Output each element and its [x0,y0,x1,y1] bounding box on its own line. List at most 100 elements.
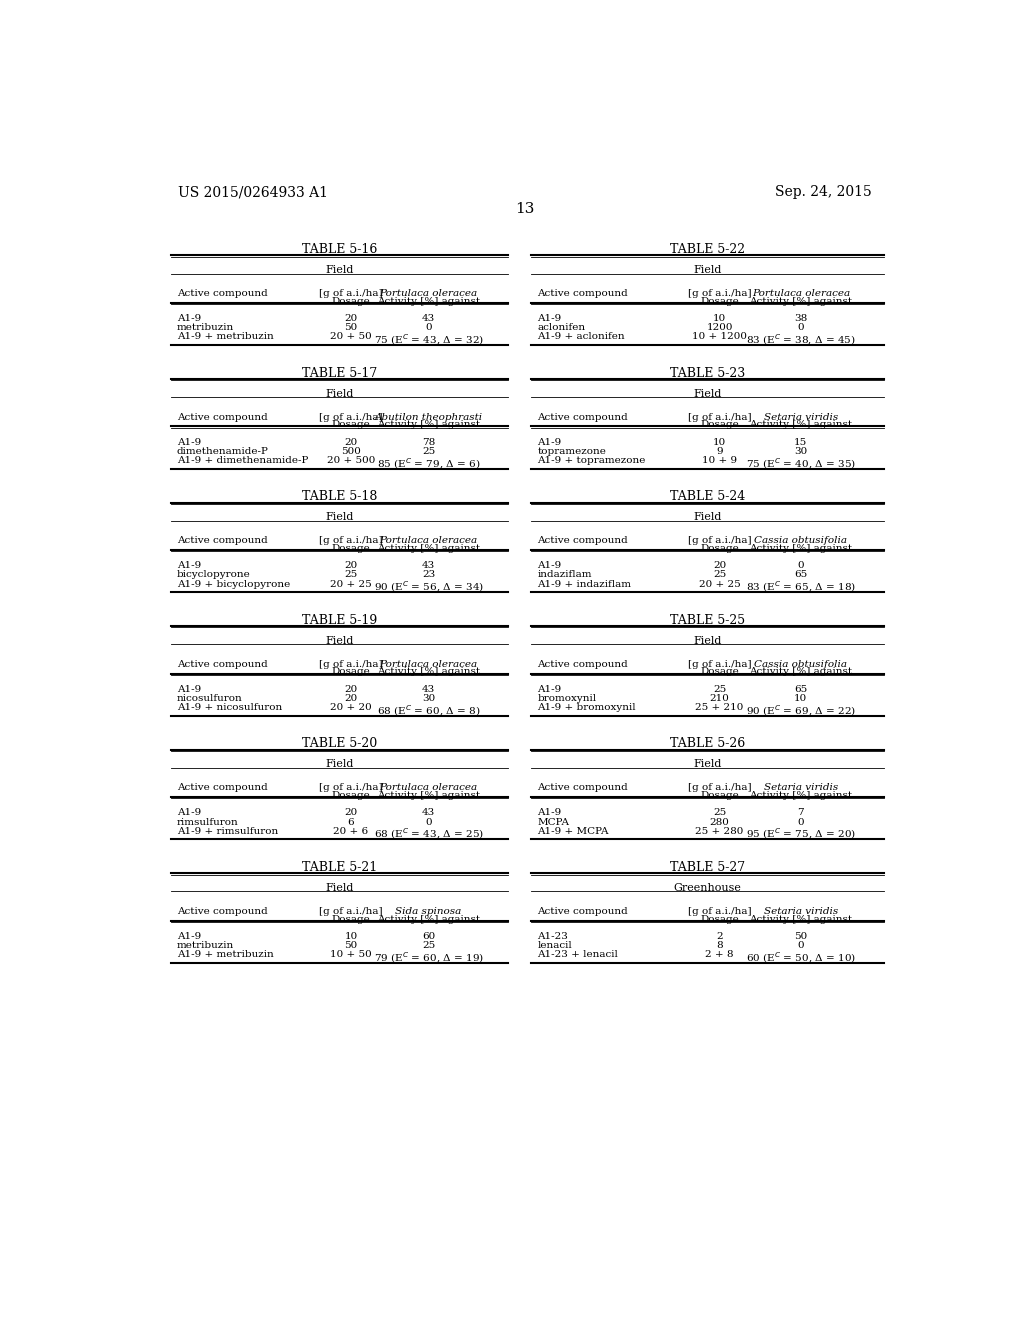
Text: 23: 23 [422,570,435,579]
Text: 43: 43 [422,314,435,323]
Text: 0: 0 [425,817,432,826]
Text: rimsulfuron: rimsulfuron [177,817,239,826]
Text: Activity [%] against: Activity [%] against [750,791,852,800]
Text: 20: 20 [344,561,357,570]
Text: Active compound: Active compound [177,783,267,792]
Text: Setaria viridis: Setaria viridis [764,412,838,421]
Text: Setaria viridis: Setaria viridis [764,907,838,916]
Text: 7: 7 [798,808,804,817]
Text: [g of a.i./ha]: [g of a.i./ha] [319,412,383,421]
Text: bromoxynil: bromoxynil [538,694,596,704]
Text: TABLE 5-26: TABLE 5-26 [670,738,744,751]
Text: A1-23: A1-23 [538,932,568,941]
Text: Portulaca oleracea: Portulaca oleracea [380,660,477,669]
Text: 65: 65 [795,570,807,579]
Text: TABLE 5-17: TABLE 5-17 [301,367,377,380]
Text: A1-9 + bromoxynil: A1-9 + bromoxynil [538,704,636,713]
Text: 60: 60 [422,932,435,941]
Text: 20 + 50: 20 + 50 [330,333,372,342]
Text: metribuzin: metribuzin [177,323,234,333]
Text: 0: 0 [798,561,804,570]
Text: Activity [%] against: Activity [%] against [377,544,480,553]
Text: Dosage: Dosage [332,791,371,800]
Text: [g of a.i./ha]: [g of a.i./ha] [688,289,752,298]
Text: 2: 2 [717,932,723,941]
Text: 75 (E$^C$ = 43, Δ = 32): 75 (E$^C$ = 43, Δ = 32) [374,333,483,347]
Text: 9: 9 [717,446,723,455]
Text: 10 + 1200: 10 + 1200 [692,333,748,342]
Text: 79 (E$^C$ = 60, Δ = 19): 79 (E$^C$ = 60, Δ = 19) [374,950,483,965]
Text: MCPA: MCPA [538,817,569,826]
Text: TABLE 5-21: TABLE 5-21 [301,861,377,874]
Text: 10 + 50: 10 + 50 [330,950,372,960]
Text: Sep. 24, 2015: Sep. 24, 2015 [775,185,872,199]
Text: 30: 30 [795,446,807,455]
Text: 10: 10 [713,314,726,323]
Text: 68 (E$^C$ = 43, Δ = 25): 68 (E$^C$ = 43, Δ = 25) [374,826,483,841]
Text: 50: 50 [795,932,807,941]
Text: Active compound: Active compound [538,783,628,792]
Text: A1-9: A1-9 [538,561,561,570]
Text: 75 (E$^C$ = 40, Δ = 35): 75 (E$^C$ = 40, Δ = 35) [745,455,856,471]
Text: 20 + 25: 20 + 25 [698,579,740,589]
Text: Active compound: Active compound [538,660,628,669]
Text: Active compound: Active compound [538,412,628,421]
Text: 20: 20 [344,314,357,323]
Text: 60 (E$^C$ = 50, Δ = 10): 60 (E$^C$ = 50, Δ = 10) [745,950,856,965]
Text: 25: 25 [422,446,435,455]
Text: 8: 8 [717,941,723,950]
Text: 38: 38 [795,314,807,323]
Text: Cassia obtusifolia: Cassia obtusifolia [755,660,847,669]
Text: Active compound: Active compound [177,289,267,298]
Text: TABLE 5-27: TABLE 5-27 [670,861,744,874]
Text: 78: 78 [422,437,435,446]
Text: 20: 20 [344,808,357,817]
Text: [g of a.i./ha]: [g of a.i./ha] [688,536,752,545]
Text: Active compound: Active compound [538,536,628,545]
Text: A1-23 + lenacil: A1-23 + lenacil [538,950,618,960]
Text: TABLE 5-22: TABLE 5-22 [670,243,744,256]
Text: 20 + 6: 20 + 6 [334,826,369,836]
Text: 10: 10 [713,437,726,446]
Text: 25: 25 [422,941,435,950]
Text: 0: 0 [798,817,804,826]
Text: 20 + 25: 20 + 25 [330,579,372,589]
Text: 90 (E$^C$ = 69, Δ = 22): 90 (E$^C$ = 69, Δ = 22) [745,704,856,718]
Text: 20: 20 [344,437,357,446]
Text: 43: 43 [422,561,435,570]
Text: 25 + 280: 25 + 280 [695,826,743,836]
Text: Activity [%] against: Activity [%] against [377,668,480,676]
Text: 30: 30 [422,694,435,704]
Text: Setaria viridis: Setaria viridis [764,783,838,792]
Text: 15: 15 [795,437,807,446]
Text: nicosulfuron: nicosulfuron [177,694,243,704]
Text: aclonifen: aclonifen [538,323,586,333]
Text: Dosage: Dosage [332,668,371,676]
Text: 500: 500 [341,446,360,455]
Text: Dosage: Dosage [700,791,739,800]
Text: Portulaca oleracea: Portulaca oleracea [380,783,477,792]
Text: A1-9 + rimsulfuron: A1-9 + rimsulfuron [177,826,279,836]
Text: TABLE 5-16: TABLE 5-16 [301,243,377,256]
Text: topramezone: topramezone [538,446,606,455]
Text: Active compound: Active compound [538,289,628,298]
Text: lenacil: lenacil [538,941,572,950]
Text: 65: 65 [795,685,807,694]
Text: 20: 20 [344,685,357,694]
Text: Active compound: Active compound [177,660,267,669]
Text: Active compound: Active compound [177,536,267,545]
Text: Field: Field [325,883,353,892]
Text: A1-9: A1-9 [538,808,561,817]
Text: Active compound: Active compound [538,907,628,916]
Text: A1-9 + MCPA: A1-9 + MCPA [538,826,608,836]
Text: A1-9: A1-9 [538,314,561,323]
Text: Field: Field [325,636,353,645]
Text: A1-9 + bicyclopyrone: A1-9 + bicyclopyrone [177,579,290,589]
Text: [g of a.i./ha]: [g of a.i./ha] [688,660,752,669]
Text: Activity [%] against: Activity [%] against [750,420,852,429]
Text: metribuzin: metribuzin [177,941,234,950]
Text: 90 (E$^C$ = 56, Δ = 34): 90 (E$^C$ = 56, Δ = 34) [374,579,483,594]
Text: Dosage: Dosage [700,297,739,306]
Text: TABLE 5-24: TABLE 5-24 [670,490,744,503]
Text: A1-9 + metribuzin: A1-9 + metribuzin [177,950,273,960]
